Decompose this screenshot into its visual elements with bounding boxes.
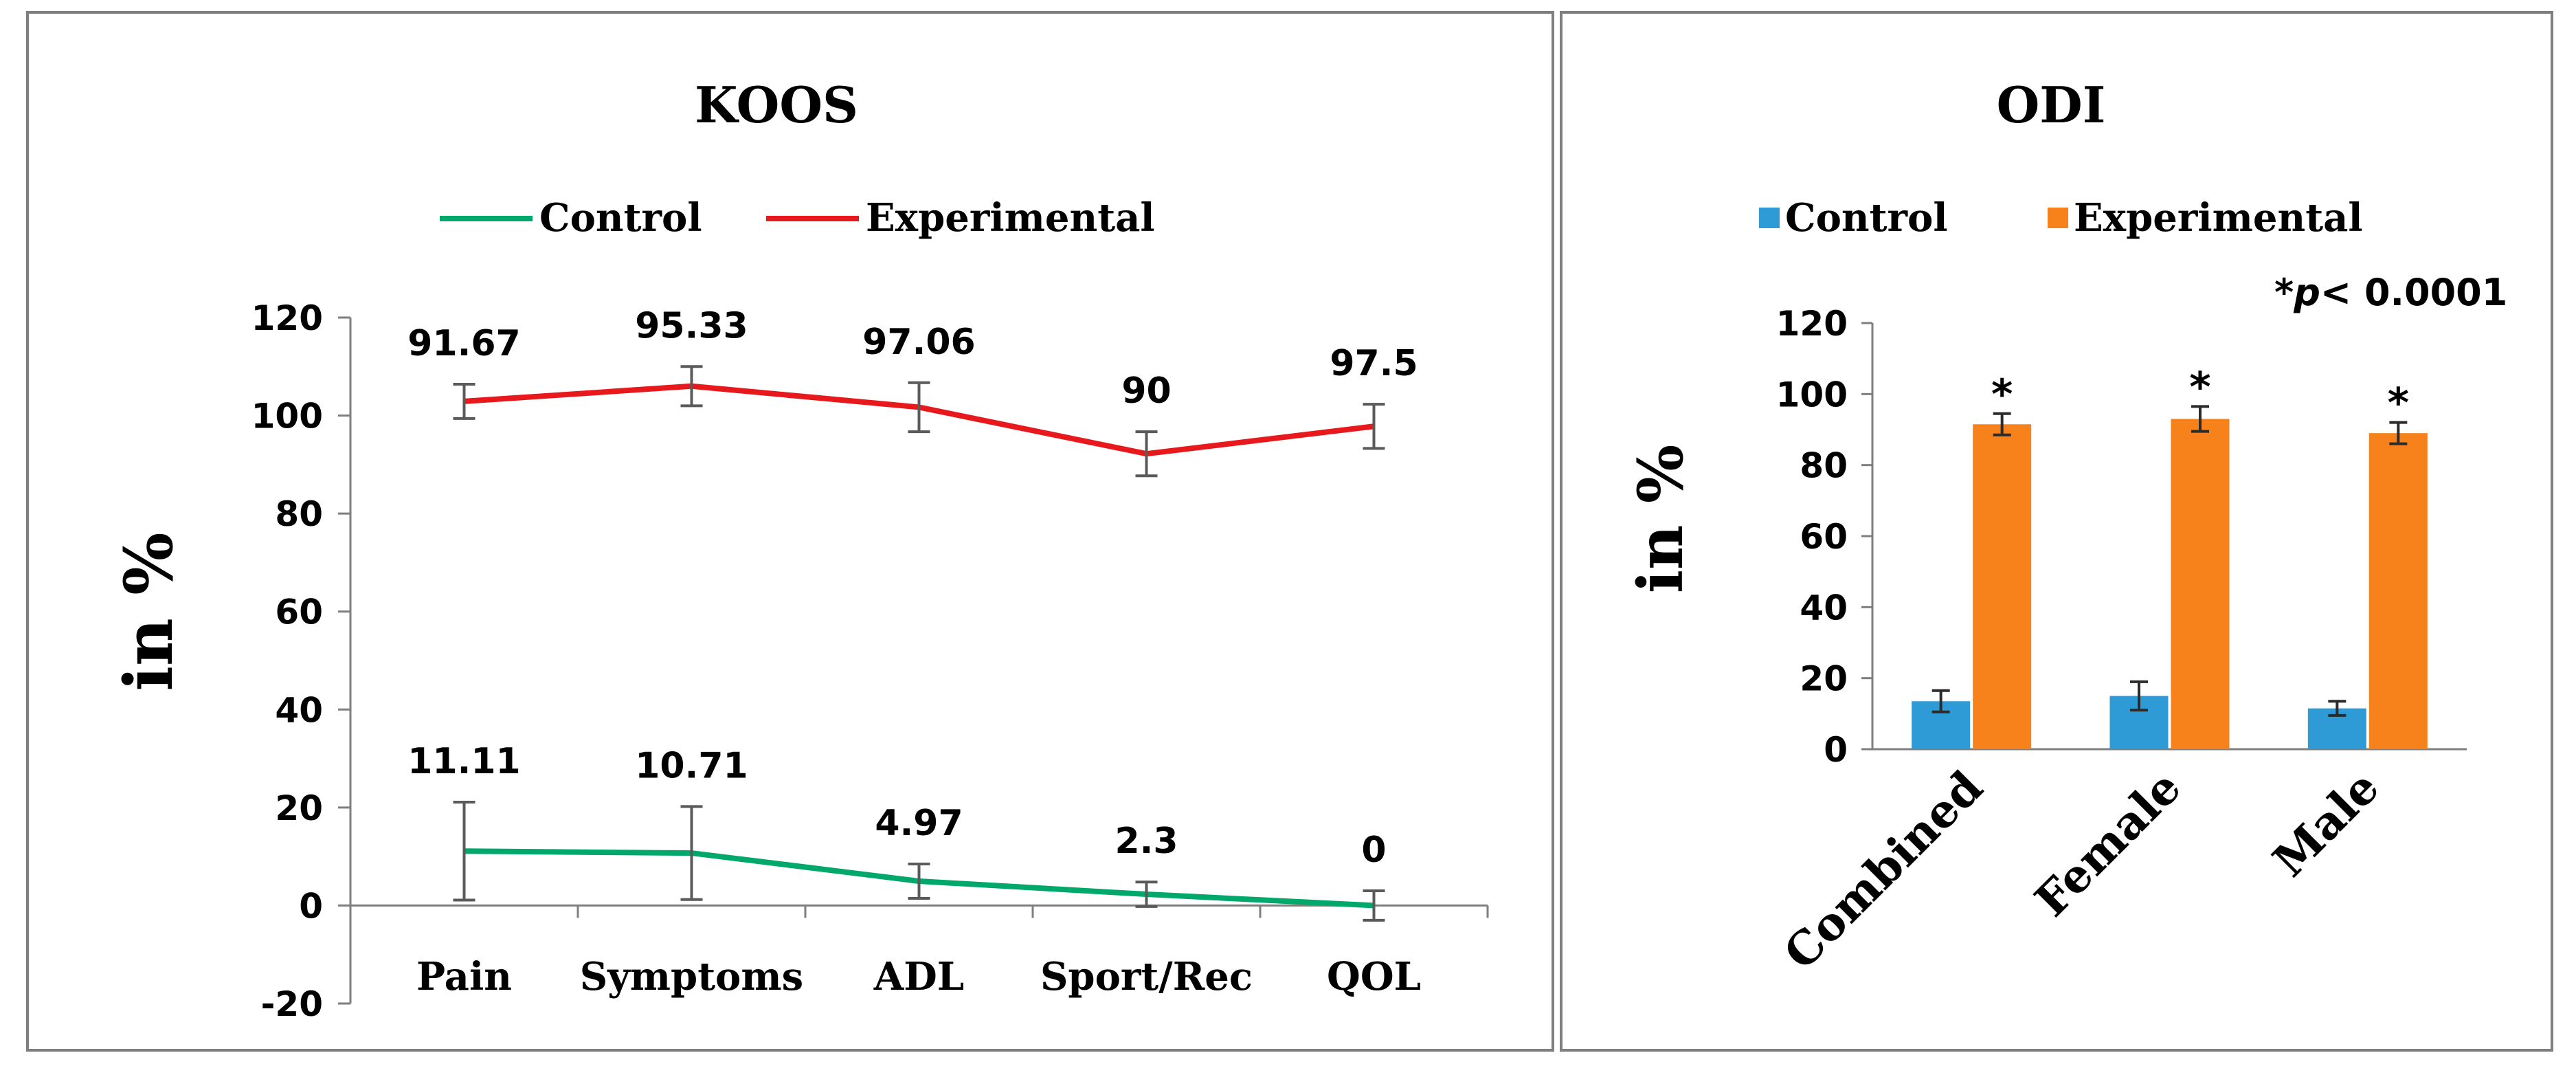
odi-y-tick-label: 80 bbox=[1800, 446, 1848, 486]
odi-legend-control-swatch bbox=[1759, 208, 1780, 228]
odi-bars: * * * bbox=[1912, 363, 2428, 749]
odi-y-tick-label: 40 bbox=[1800, 588, 1848, 628]
odi-y-tick-label: 100 bbox=[1776, 375, 1848, 414]
koos-y-axis-title: in % bbox=[110, 533, 188, 691]
koos-x-ticks: Pain Symptoms ADL Sport/Rec QOL bbox=[416, 905, 1489, 999]
koos-experimental-data-label: 90 bbox=[1121, 370, 1171, 412]
koos-control-data-label: 0 bbox=[1361, 830, 1386, 871]
odi-y-tick-label: 120 bbox=[1776, 304, 1848, 344]
odi-legend-experimental-swatch bbox=[2048, 208, 2068, 228]
koos-y-tick-label: 40 bbox=[275, 690, 323, 730]
odi-legend: Control Experimental bbox=[1759, 195, 2363, 241]
koos-x-tick-label: QOL bbox=[1327, 954, 1421, 999]
koos-control-data-label: 2.3 bbox=[1115, 821, 1178, 862]
odi-y-ticks: 0 20 40 60 80 100 120 bbox=[1776, 304, 1872, 770]
koos-legend-experimental-label: Experimental bbox=[866, 195, 1155, 241]
odi-pvalue-p: p bbox=[2293, 271, 2320, 314]
koos-y-tick-label: -20 bbox=[261, 984, 323, 1024]
koos-experimental-data-label: 95.33 bbox=[635, 305, 748, 346]
odi-significance-star: * bbox=[1991, 370, 2013, 419]
koos-experimental-data-label: 97.06 bbox=[862, 322, 975, 363]
koos-experimental-data-label: 91.67 bbox=[407, 323, 520, 364]
koos-y-tick-label: 0 bbox=[299, 886, 323, 926]
odi-y-axis-title: in % bbox=[1624, 445, 1697, 593]
koos-legend: Control Experimental bbox=[440, 195, 1155, 241]
koos-x-tick-label: Sport/Rec bbox=[1040, 954, 1253, 999]
koos-axes bbox=[349, 318, 1488, 1004]
koos-y-ticks: -20 0 20 40 60 80 100 120 bbox=[251, 298, 350, 1024]
odi-significance-star: * bbox=[2189, 363, 2210, 411]
koos-y-tick-label: 20 bbox=[275, 788, 323, 828]
koos-chart: KOOS Control Experimental in % -20 0 20 40 6… bbox=[110, 76, 1489, 1024]
odi-y-tick-label: 0 bbox=[1824, 730, 1848, 770]
koos-x-tick-label: ADL bbox=[873, 954, 964, 999]
koos-experimental-data-label: 97.5 bbox=[1330, 343, 1418, 384]
koos-y-tick-label: 80 bbox=[275, 494, 323, 534]
koos-y-tick-label: 100 bbox=[251, 397, 323, 436]
odi-title: ODI bbox=[1997, 76, 2106, 134]
koos-panel-frame bbox=[26, 11, 1554, 1052]
odi-pvalue-annotation: *p< 0.0001 bbox=[2274, 271, 2507, 314]
odi-y-tick-label: 60 bbox=[1800, 517, 1848, 557]
koos-series: 11.11 10.71 4.97 2.3 0 91.67 95.33 97.06 90 97.5 bbox=[407, 305, 1418, 922]
odi-significance-star: * bbox=[2388, 379, 2409, 428]
odi-pvalue-star: * bbox=[2274, 271, 2294, 314]
odi-experimental-bar bbox=[2171, 419, 2230, 749]
koos-title: KOOS bbox=[695, 76, 858, 134]
odi-legend-experimental-label: Experimental bbox=[2074, 195, 2363, 241]
koos-control-data-label: 10.71 bbox=[635, 745, 748, 786]
koos-control-data-label: 4.97 bbox=[875, 803, 963, 844]
odi-y-tick-label: 20 bbox=[1800, 659, 1848, 699]
odi-legend-control-label: Control bbox=[1785, 195, 1948, 241]
odi-pvalue-value: < 0.0001 bbox=[2320, 271, 2507, 314]
koos-legend-control-label: Control bbox=[539, 195, 702, 241]
koos-y-tick-label: 60 bbox=[275, 592, 323, 632]
odi-experimental-bar bbox=[2368, 433, 2428, 749]
koos-y-tick-label: 120 bbox=[251, 298, 323, 338]
koos-control-data-label: 11.11 bbox=[407, 741, 520, 782]
koos-x-tick-label: Symptoms bbox=[580, 954, 803, 999]
koos-x-tick-label: Pain bbox=[416, 954, 512, 999]
odi-experimental-bar bbox=[1973, 424, 2032, 749]
